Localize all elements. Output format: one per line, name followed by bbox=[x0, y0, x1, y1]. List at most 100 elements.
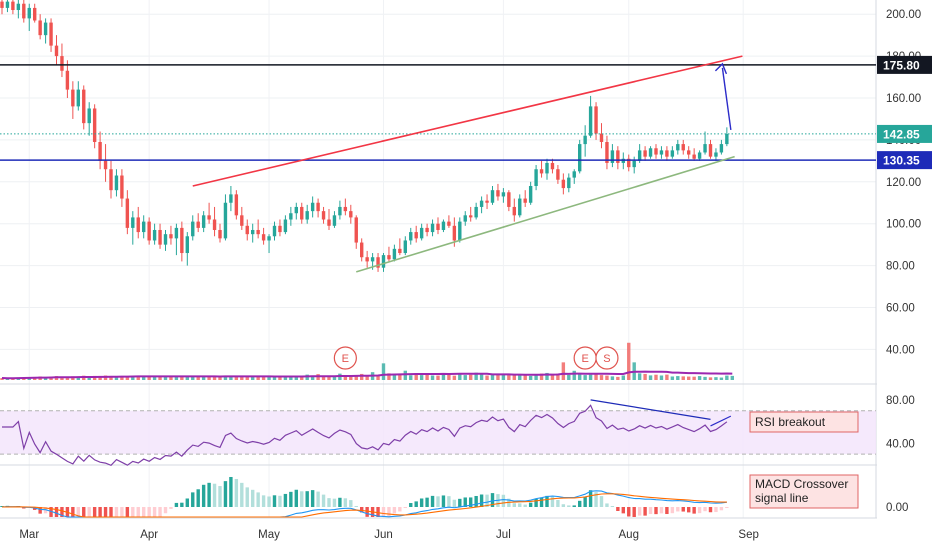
candle bbox=[27, 3, 31, 31]
macd-histogram-bar bbox=[49, 507, 53, 517]
macd-histogram-bar bbox=[441, 495, 446, 507]
drawing-layer[interactable] bbox=[0, 55, 876, 273]
event-marker-circle bbox=[595, 346, 619, 370]
resistance-trend-line[interactable] bbox=[192, 55, 743, 187]
event-marker[interactable]: E bbox=[333, 346, 357, 370]
macd-histogram-bar bbox=[550, 496, 555, 507]
macd-annotation[interactable]: MACD Crossover signal line bbox=[749, 474, 859, 509]
candle bbox=[610, 144, 615, 168]
rsi-trend-line[interactable] bbox=[590, 399, 711, 420]
candle-body bbox=[103, 160, 108, 170]
candle bbox=[523, 190, 527, 207]
macd-histogram-bar bbox=[321, 494, 326, 507]
candle bbox=[310, 196, 315, 218]
candle bbox=[245, 219, 249, 241]
candle-body bbox=[136, 217, 140, 233]
macd-histogram-bar bbox=[567, 505, 571, 507]
volume-bar bbox=[616, 376, 620, 380]
candle-body bbox=[588, 106, 593, 136]
event-marker-label: E bbox=[342, 353, 349, 365]
candle-body bbox=[49, 22, 53, 46]
macd-histogram-bar bbox=[147, 507, 151, 517]
candle-body bbox=[545, 162, 549, 174]
event-marker[interactable]: S bbox=[595, 346, 619, 370]
candle bbox=[316, 198, 320, 218]
volume-bar bbox=[289, 376, 293, 380]
candle bbox=[191, 215, 195, 241]
candle-body bbox=[414, 232, 418, 239]
candle-body bbox=[207, 215, 211, 220]
candle bbox=[158, 223, 162, 249]
price-label-box bbox=[877, 55, 932, 74]
candle bbox=[458, 217, 462, 243]
macd-histogram-bar bbox=[60, 507, 64, 517]
macd-histogram-bar bbox=[643, 507, 647, 516]
macd-histogram-bar bbox=[278, 495, 282, 507]
candle-body bbox=[556, 169, 560, 180]
candle-body bbox=[387, 255, 391, 260]
candle bbox=[507, 190, 511, 212]
volume-bar bbox=[229, 376, 233, 380]
volume-bar bbox=[458, 374, 462, 380]
volume-bar bbox=[610, 376, 615, 380]
candle bbox=[22, 0, 26, 23]
volume-bar bbox=[0, 378, 4, 380]
candle bbox=[436, 217, 440, 235]
volume-bar bbox=[430, 375, 435, 380]
candle bbox=[71, 81, 75, 119]
candle bbox=[201, 211, 206, 233]
candle bbox=[719, 139, 724, 155]
macd-histogram-bar bbox=[114, 507, 119, 517]
event-marker-label: E bbox=[581, 353, 588, 365]
candle bbox=[583, 125, 587, 157]
candle bbox=[300, 202, 304, 224]
price-label[interactable]: 142.85 bbox=[877, 124, 932, 143]
candle-body bbox=[22, 3, 26, 19]
price-label[interactable]: 175.80 bbox=[877, 55, 932, 74]
volume-bar bbox=[147, 376, 151, 380]
macd-histogram-bar bbox=[387, 507, 391, 517]
event-marker[interactable]: E bbox=[573, 346, 597, 370]
candle-body bbox=[692, 154, 696, 159]
candle-body bbox=[201, 215, 206, 228]
support-trend-line[interactable] bbox=[356, 155, 735, 273]
macd-histogram-bar bbox=[545, 495, 549, 507]
volume-bar bbox=[120, 376, 124, 380]
price-label[interactable]: 130.35 bbox=[877, 151, 932, 170]
candle-body bbox=[578, 144, 582, 172]
macd-histogram-bar bbox=[490, 493, 495, 507]
volume-bar bbox=[310, 375, 315, 380]
candle-body bbox=[65, 70, 70, 90]
volume-bar bbox=[381, 363, 386, 380]
candle-body bbox=[485, 200, 489, 203]
rsi-annotation[interactable]: RSI breakout bbox=[749, 411, 859, 433]
macd-histogram-bar bbox=[419, 498, 424, 507]
candle-body bbox=[92, 108, 97, 142]
price-tick-label: 80.00 bbox=[886, 261, 915, 273]
candle bbox=[65, 60, 70, 98]
candle-body bbox=[338, 206, 342, 216]
candle-body bbox=[676, 144, 680, 151]
candle-body bbox=[152, 229, 157, 241]
macd-histogram-bar bbox=[414, 501, 418, 507]
candle-body bbox=[398, 248, 402, 254]
candle-body bbox=[321, 211, 326, 220]
candle-body bbox=[87, 108, 91, 124]
candle-body bbox=[191, 221, 195, 237]
candle-body bbox=[670, 150, 675, 157]
candle bbox=[136, 206, 140, 239]
candle-body bbox=[381, 255, 386, 268]
projection-arrow-head bbox=[714, 62, 728, 75]
candle-body bbox=[458, 221, 462, 241]
candle bbox=[725, 127, 729, 147]
macd-histogram-bar bbox=[349, 500, 353, 507]
macd-histogram-bar bbox=[158, 507, 162, 517]
candle-body bbox=[278, 225, 282, 233]
volume-bar bbox=[425, 374, 429, 380]
candle bbox=[512, 198, 516, 222]
volume-bar bbox=[272, 376, 277, 380]
projection-arrow[interactable] bbox=[721, 67, 732, 131]
rsi-breakout-arrow[interactable] bbox=[710, 415, 732, 427]
rsi-tick-label: 40.00 bbox=[886, 438, 915, 450]
